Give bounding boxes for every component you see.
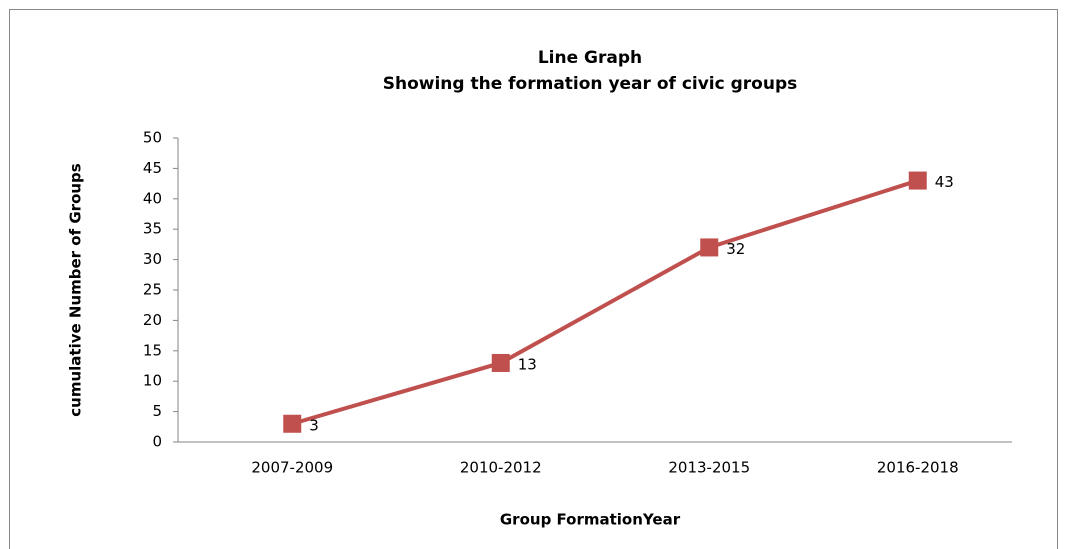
y-tick-label: 45 bbox=[143, 159, 162, 177]
line bbox=[291, 178, 919, 426]
chart-frame bbox=[9, 9, 1058, 549]
marker bbox=[908, 171, 927, 190]
y-tick-label: 35 bbox=[143, 220, 162, 238]
y-tick-label: 20 bbox=[143, 311, 162, 329]
data-label: 13 bbox=[518, 355, 537, 373]
y-axis-title: cumulative Number of Groups bbox=[67, 163, 85, 417]
y-tick-label: 5 bbox=[152, 402, 162, 420]
chart-title: Line Graph bbox=[538, 48, 642, 68]
y-tick-label: 25 bbox=[143, 281, 162, 299]
x-tick-label: 2016-2018 bbox=[877, 459, 959, 477]
y-tick-label: 30 bbox=[143, 250, 162, 268]
chart-subtitle: Showing the formation year of civic grou… bbox=[383, 74, 798, 94]
x-tick-label: 2010-2012 bbox=[460, 459, 542, 477]
y-tick-label: 50 bbox=[143, 129, 162, 147]
marker bbox=[700, 238, 719, 257]
y-tick-label: 40 bbox=[143, 189, 162, 207]
marker bbox=[491, 353, 510, 372]
x-axis-title: Group FormationYear bbox=[500, 511, 681, 529]
x-tick-label: 2007-2009 bbox=[251, 459, 333, 477]
marker bbox=[283, 414, 302, 433]
data-label: 3 bbox=[309, 416, 319, 434]
data-label: 43 bbox=[935, 173, 954, 191]
y-tick-label: 10 bbox=[143, 372, 162, 390]
y-tick-label: 0 bbox=[152, 433, 162, 451]
x-tick-label: 2013-2015 bbox=[668, 459, 750, 477]
data-label: 32 bbox=[726, 240, 745, 258]
y-tick-label: 15 bbox=[143, 341, 162, 359]
